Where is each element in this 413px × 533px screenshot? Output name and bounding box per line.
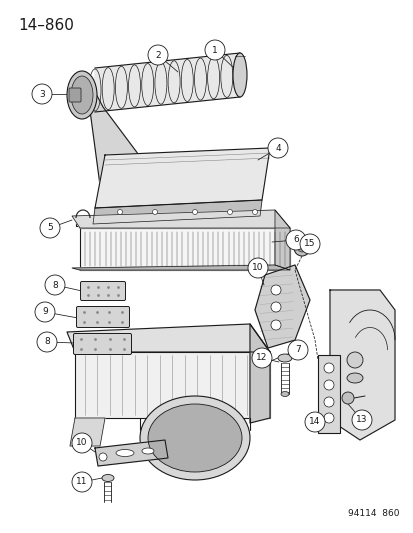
FancyBboxPatch shape bbox=[317, 355, 339, 433]
FancyBboxPatch shape bbox=[74, 334, 131, 354]
Text: 6: 6 bbox=[292, 236, 298, 245]
Circle shape bbox=[351, 410, 371, 430]
FancyBboxPatch shape bbox=[75, 352, 269, 418]
Circle shape bbox=[271, 320, 280, 330]
Circle shape bbox=[341, 392, 353, 404]
Ellipse shape bbox=[147, 404, 242, 472]
Circle shape bbox=[204, 40, 224, 60]
Polygon shape bbox=[85, 73, 165, 190]
Polygon shape bbox=[72, 265, 289, 270]
Circle shape bbox=[271, 285, 280, 295]
Text: 8: 8 bbox=[52, 280, 58, 289]
Circle shape bbox=[271, 302, 280, 312]
Text: 10: 10 bbox=[252, 263, 263, 272]
Circle shape bbox=[252, 209, 257, 214]
Ellipse shape bbox=[102, 474, 114, 481]
Text: 14–860: 14–860 bbox=[18, 18, 74, 33]
FancyBboxPatch shape bbox=[80, 228, 289, 270]
Text: 1: 1 bbox=[211, 45, 217, 54]
Polygon shape bbox=[72, 210, 289, 228]
FancyBboxPatch shape bbox=[76, 306, 129, 327]
Text: 3: 3 bbox=[39, 90, 45, 99]
Circle shape bbox=[304, 412, 324, 432]
Polygon shape bbox=[95, 53, 240, 112]
Polygon shape bbox=[95, 148, 269, 208]
Circle shape bbox=[99, 453, 107, 461]
Ellipse shape bbox=[277, 354, 291, 362]
Polygon shape bbox=[254, 265, 309, 348]
Text: 10: 10 bbox=[76, 439, 88, 448]
Text: 2: 2 bbox=[155, 51, 160, 60]
Circle shape bbox=[72, 433, 92, 453]
Text: 94114  860: 94114 860 bbox=[348, 509, 399, 518]
Text: 11: 11 bbox=[76, 478, 88, 487]
Polygon shape bbox=[329, 290, 394, 440]
Text: 5: 5 bbox=[47, 223, 53, 232]
Circle shape bbox=[227, 209, 232, 214]
Text: 14: 14 bbox=[309, 417, 320, 426]
Circle shape bbox=[285, 230, 305, 250]
Circle shape bbox=[297, 244, 305, 252]
Polygon shape bbox=[274, 210, 289, 270]
Circle shape bbox=[32, 84, 52, 104]
Polygon shape bbox=[249, 324, 269, 423]
Circle shape bbox=[299, 234, 319, 254]
Circle shape bbox=[45, 275, 65, 295]
Ellipse shape bbox=[233, 53, 247, 97]
Polygon shape bbox=[70, 418, 105, 446]
Text: 15: 15 bbox=[304, 239, 315, 248]
Circle shape bbox=[37, 332, 57, 352]
Ellipse shape bbox=[280, 392, 288, 397]
Ellipse shape bbox=[142, 448, 154, 454]
Circle shape bbox=[346, 352, 362, 368]
FancyBboxPatch shape bbox=[80, 281, 125, 301]
Text: 4: 4 bbox=[275, 143, 280, 152]
Ellipse shape bbox=[346, 373, 362, 383]
Ellipse shape bbox=[140, 396, 249, 480]
Circle shape bbox=[323, 397, 333, 407]
Text: 8: 8 bbox=[44, 337, 50, 346]
Circle shape bbox=[147, 45, 168, 65]
Circle shape bbox=[287, 340, 307, 360]
Ellipse shape bbox=[116, 449, 134, 456]
Ellipse shape bbox=[71, 76, 93, 114]
Text: 9: 9 bbox=[42, 308, 48, 317]
Circle shape bbox=[252, 348, 271, 368]
Circle shape bbox=[117, 209, 122, 214]
Polygon shape bbox=[95, 440, 168, 466]
Circle shape bbox=[323, 413, 333, 423]
Circle shape bbox=[323, 380, 333, 390]
FancyBboxPatch shape bbox=[69, 88, 81, 102]
Text: 7: 7 bbox=[294, 345, 300, 354]
Circle shape bbox=[72, 472, 92, 492]
Circle shape bbox=[35, 302, 55, 322]
Text: 12: 12 bbox=[256, 353, 267, 362]
Circle shape bbox=[40, 218, 60, 238]
Circle shape bbox=[293, 240, 309, 256]
Ellipse shape bbox=[67, 71, 97, 119]
Polygon shape bbox=[93, 200, 261, 224]
Circle shape bbox=[152, 209, 157, 214]
Circle shape bbox=[267, 138, 287, 158]
Circle shape bbox=[192, 209, 197, 214]
Text: 13: 13 bbox=[356, 416, 367, 424]
Circle shape bbox=[323, 363, 333, 373]
Circle shape bbox=[247, 258, 267, 278]
Polygon shape bbox=[67, 324, 269, 352]
